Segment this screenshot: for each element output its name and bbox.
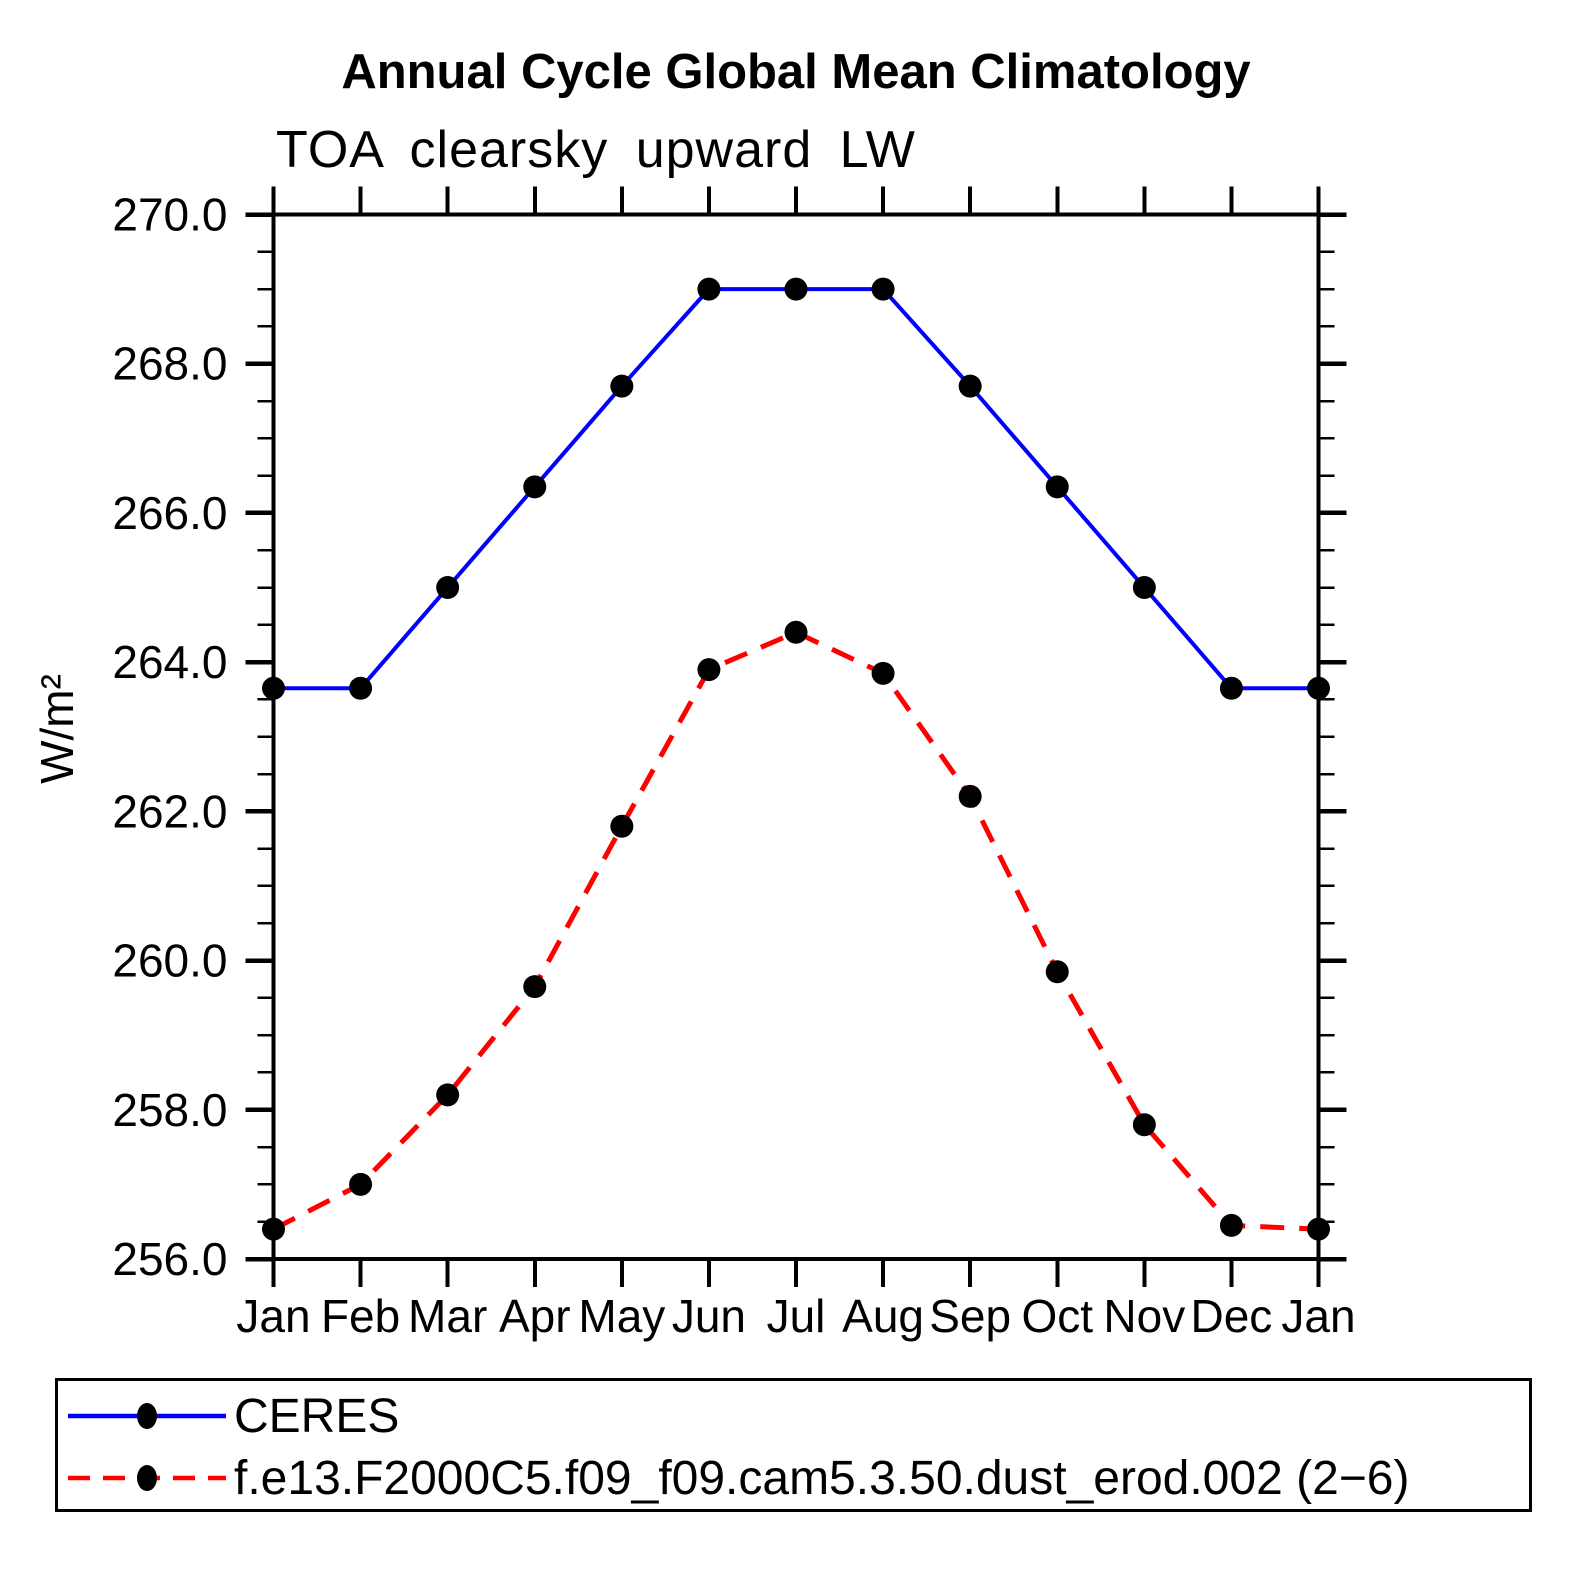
- data-point-marker: [1307, 676, 1330, 700]
- x-tick-label: Jan: [1281, 1290, 1355, 1342]
- y-tick-label: 264.0: [112, 636, 227, 688]
- x-tick-label: Apr: [499, 1290, 571, 1342]
- x-tick-label: Sep: [929, 1290, 1011, 1342]
- data-point-marker: [871, 277, 895, 301]
- data-point-marker: [697, 658, 721, 682]
- y-tick-label: 262.0: [112, 785, 227, 837]
- legend-label: CERES: [234, 1389, 400, 1443]
- x-tick-label: Jan: [236, 1290, 310, 1342]
- data-point-marker: [958, 784, 982, 808]
- data-point-marker: [349, 676, 373, 700]
- data-point-marker: [436, 576, 460, 600]
- data-point-marker: [349, 1172, 373, 1196]
- y-tick-label: 260.0: [112, 935, 227, 987]
- data-point-marker: [262, 1217, 285, 1241]
- data-point-marker: [523, 975, 547, 999]
- legend-item: CERES: [62, 1385, 1529, 1447]
- x-tick-label: Dec: [1191, 1290, 1273, 1342]
- data-point-marker: [958, 374, 982, 398]
- legend-swatch: [68, 1403, 226, 1429]
- data-point-marker: [262, 676, 285, 700]
- x-tick-label: Jun: [672, 1290, 746, 1342]
- x-tick-label: Feb: [321, 1290, 400, 1342]
- data-point-marker: [871, 661, 895, 685]
- data-point-marker: [610, 814, 634, 838]
- data-point-marker: [523, 475, 547, 499]
- data-point-marker: [1132, 576, 1156, 600]
- series-line-model: [272, 629, 1319, 1232]
- x-tick-label: Aug: [842, 1290, 924, 1342]
- data-point-marker: [436, 1083, 460, 1107]
- x-tick-label: Oct: [1021, 1290, 1093, 1342]
- y-tick-label: 266.0: [112, 487, 227, 539]
- legend-swatch: [68, 1465, 226, 1491]
- data-point-marker: [697, 277, 721, 301]
- x-tick-label: Jul: [767, 1290, 826, 1342]
- chart-title: Annual Cycle Global Mean Climatology: [341, 45, 1251, 99]
- data-point-marker: [1045, 475, 1069, 499]
- legend-marker-icon: [137, 1465, 157, 1491]
- y-tick-label: 268.0: [112, 338, 227, 390]
- legend-box: CERES f.e13.F2000C5.f09_f09.cam5.3.50.dus…: [55, 1378, 1532, 1512]
- data-point-marker: [784, 620, 808, 644]
- legend-marker-icon: [137, 1403, 157, 1429]
- data-point-marker: [1045, 960, 1069, 984]
- data-point-marker: [1307, 1217, 1330, 1241]
- legend-item: f.e13.F2000C5.f09_f09.cam5.3.50.dust_ero…: [62, 1447, 1529, 1509]
- data-point-marker: [784, 277, 808, 301]
- x-tick-label: May: [578, 1290, 665, 1342]
- data-point-marker: [1219, 1213, 1243, 1237]
- chart-subtitle: TOA clearsky upward LW: [276, 121, 916, 179]
- y-tick-label: 256.0: [112, 1233, 227, 1285]
- data-point-marker: [1132, 1113, 1156, 1137]
- legend-label: f.e13.F2000C5.f09_f09.cam5.3.50.dust_ero…: [234, 1451, 1410, 1505]
- data-point-marker: [1219, 676, 1243, 700]
- y-tick-label: 270.0: [112, 189, 227, 241]
- data-point-marker: [610, 374, 634, 398]
- x-tick-label: Nov: [1103, 1290, 1185, 1342]
- y-tick-label: 258.0: [112, 1084, 227, 1136]
- x-tick-label: Mar: [408, 1290, 487, 1342]
